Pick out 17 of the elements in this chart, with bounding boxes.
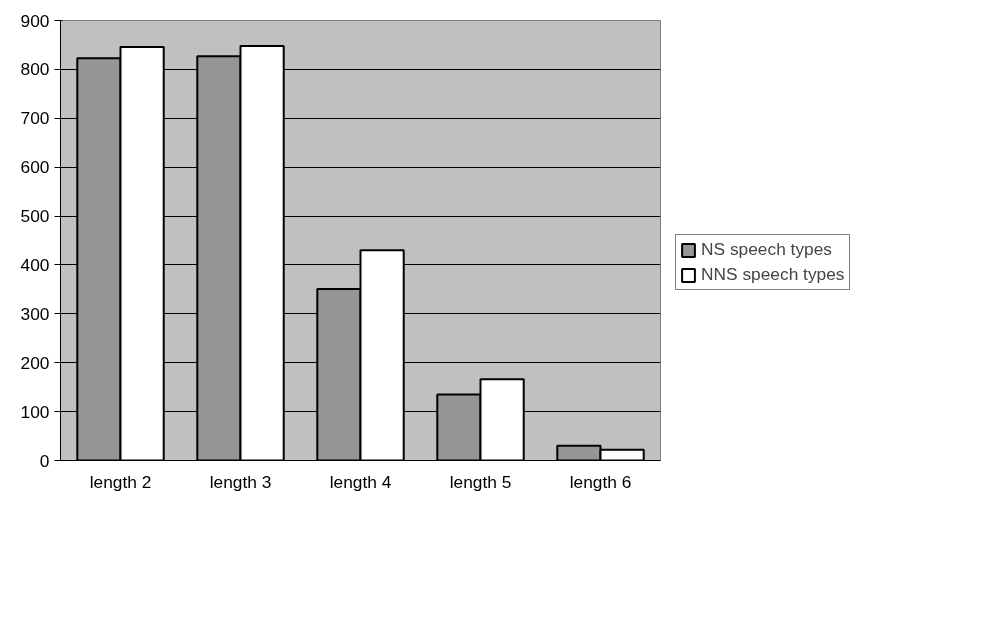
y-tick-label: 500 <box>20 206 50 227</box>
y-tick-label: 900 <box>20 10 50 31</box>
y-tick-label: 800 <box>20 59 50 80</box>
y-tick-label: 700 <box>20 108 50 129</box>
y-tick-label: 400 <box>20 254 50 275</box>
x-tick-label: length 4 <box>329 471 392 492</box>
legend-label: NNS speech types <box>701 264 845 285</box>
y-tick-label: 100 <box>20 401 50 422</box>
x-tick-label: length 6 <box>569 471 632 492</box>
legend-label: NS speech types <box>701 239 832 260</box>
y-tick-label: 0 <box>39 450 50 471</box>
y-tick-label: 200 <box>20 352 50 373</box>
x-tick-label: length 2 <box>89 471 152 492</box>
x-tick-label: length 5 <box>449 471 512 492</box>
y-tick-label: 600 <box>20 157 50 178</box>
x-tick-label: length 3 <box>209 471 272 492</box>
y-tick-label: 300 <box>20 303 50 324</box>
